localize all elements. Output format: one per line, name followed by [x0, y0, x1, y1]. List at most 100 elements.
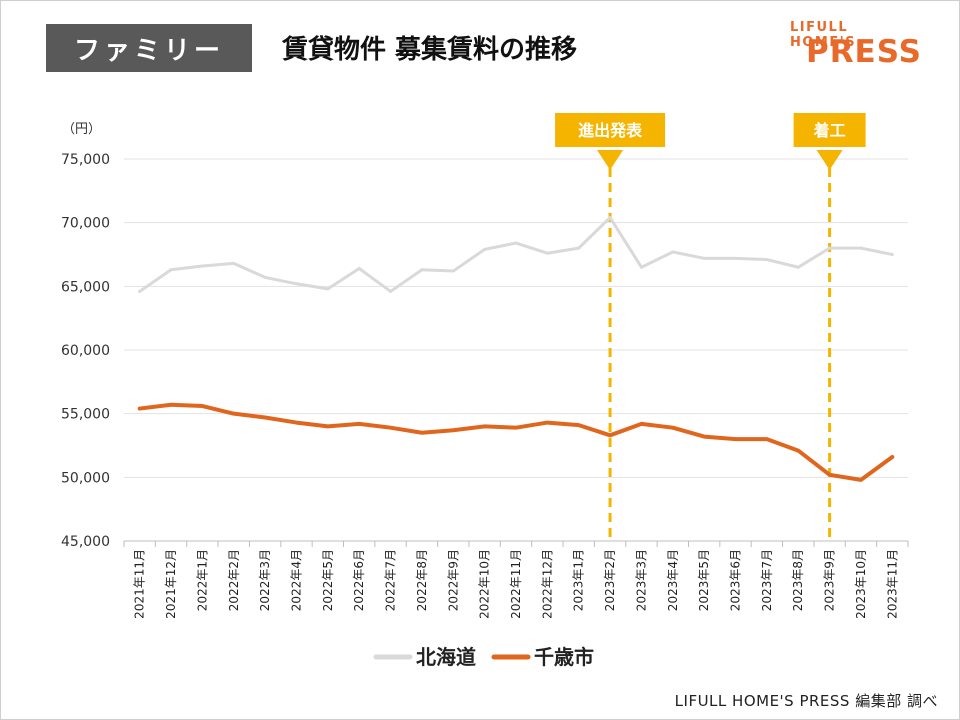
x-tick-label: 2023年3月: [634, 549, 648, 611]
data-point: [765, 437, 769, 441]
data-point: [138, 407, 142, 411]
data-point: [483, 247, 487, 251]
x-tick-label: 2023年1月: [572, 549, 586, 611]
data-point: [451, 269, 455, 273]
data-point: [389, 289, 393, 293]
series-line-0: [138, 216, 894, 293]
data-point: [608, 216, 612, 220]
data-point: [232, 261, 236, 265]
x-tick-label: 2022年12月: [540, 549, 554, 619]
data-point: [420, 431, 424, 435]
data-point: [859, 478, 863, 482]
data-point: [200, 264, 204, 268]
data-point: [138, 289, 142, 293]
annotation-label: 進出発表: [578, 121, 643, 140]
data-point: [483, 424, 487, 428]
annotation-arrow: [597, 150, 624, 170]
data-point: [545, 251, 549, 255]
data-point: [294, 282, 298, 286]
data-point: [796, 449, 800, 453]
x-tick-label: 2023年10月: [854, 549, 868, 619]
logo-top-text: LIFULL HOME'S: [790, 20, 857, 50]
x-tick-label: 2022年3月: [258, 549, 272, 611]
data-point: [890, 253, 894, 256]
data-point: [389, 426, 393, 430]
annotation-arrow: [816, 150, 843, 170]
x-tick-label: 2023年2月: [603, 549, 617, 611]
data-point: [796, 265, 800, 269]
x-tick-label: 2023年5月: [697, 549, 711, 611]
x-tick-label: 2022年4月: [289, 549, 303, 611]
y-tick-label: 70,000: [61, 216, 110, 232]
data-point: [357, 267, 361, 271]
y-tick-label: 60,000: [61, 343, 110, 359]
x-tick-label: 2022年2月: [227, 549, 241, 611]
data-point: [200, 404, 204, 408]
x-tick-label: 2023年7月: [760, 549, 774, 611]
logo-bottom-text: PRESS: [805, 34, 922, 70]
data-point: [577, 246, 581, 250]
data-point: [326, 424, 330, 428]
x-tick-label: 2023年8月: [791, 549, 805, 611]
page-title: 賃貸物件 募集賃料の推移: [282, 35, 578, 65]
y-tick-label: 50,000: [61, 470, 110, 486]
data-point: [828, 473, 832, 477]
legend-label: 北海道: [416, 645, 476, 669]
y-axis-unit-label: （円）: [62, 122, 101, 137]
x-tick-label: 2022年7月: [384, 549, 398, 611]
data-point: [608, 433, 612, 437]
legend-label: 千歳市: [534, 645, 594, 669]
data-point: [545, 421, 549, 425]
data-point: [671, 250, 675, 254]
x-tick-label: 2022年8月: [415, 549, 429, 611]
annotation-label: 着工: [813, 121, 846, 140]
x-tick-label: 2022年1月: [195, 549, 209, 611]
data-point: [169, 403, 173, 407]
series-line-1: [137, 402, 895, 482]
x-tick-label: 2022年10月: [478, 549, 492, 619]
data-point: [263, 415, 267, 419]
y-tick-label: 65,000: [61, 279, 110, 295]
y-tick-label: 55,000: [61, 407, 110, 423]
x-tick-label: 2022年6月: [352, 549, 366, 611]
x-tick-label: 2022年9月: [446, 549, 460, 611]
data-point: [514, 426, 518, 430]
data-point: [702, 256, 706, 260]
footer-credit: LIFULL HOME'S PRESS 編集部 調べ: [674, 692, 938, 710]
data-point: [671, 426, 675, 430]
annotation-callout-box: [793, 113, 866, 147]
data-point: [828, 246, 832, 250]
data-point: [734, 437, 738, 441]
data-point: [326, 287, 330, 291]
x-tick-label: 2022年5月: [321, 549, 335, 611]
x-tick-label: 2021年11月: [133, 549, 147, 619]
y-tick-label: 75,000: [61, 152, 110, 168]
data-point: [577, 423, 581, 427]
data-point: [514, 241, 518, 245]
data-point: [232, 412, 236, 416]
x-tick-label: 2023年9月: [823, 549, 837, 611]
x-tick-label: 2022年11月: [509, 549, 523, 619]
data-point: [734, 256, 738, 260]
data-point: [639, 265, 643, 269]
data-point: [859, 246, 863, 250]
data-point: [702, 435, 706, 439]
data-point: [263, 275, 267, 279]
x-tick-label: 2023年6月: [729, 549, 743, 611]
data-point: [890, 455, 894, 459]
annotation-callout-box: [555, 113, 666, 147]
data-point: [451, 428, 455, 432]
data-point: [420, 268, 424, 272]
x-tick-label: 2021年12月: [164, 549, 178, 619]
data-point: [169, 268, 173, 272]
category-badge: ファミリー: [46, 24, 252, 72]
data-point: [639, 422, 643, 426]
x-tick-label: 2023年4月: [666, 549, 680, 611]
brand-logo: LIFULL HOME'S PRESS: [790, 20, 924, 70]
y-tick-label: 45,000: [61, 534, 110, 550]
data-point: [357, 422, 361, 426]
data-point: [765, 258, 769, 262]
x-tick-label: 2023年11月: [885, 549, 899, 619]
data-point: [294, 421, 298, 425]
